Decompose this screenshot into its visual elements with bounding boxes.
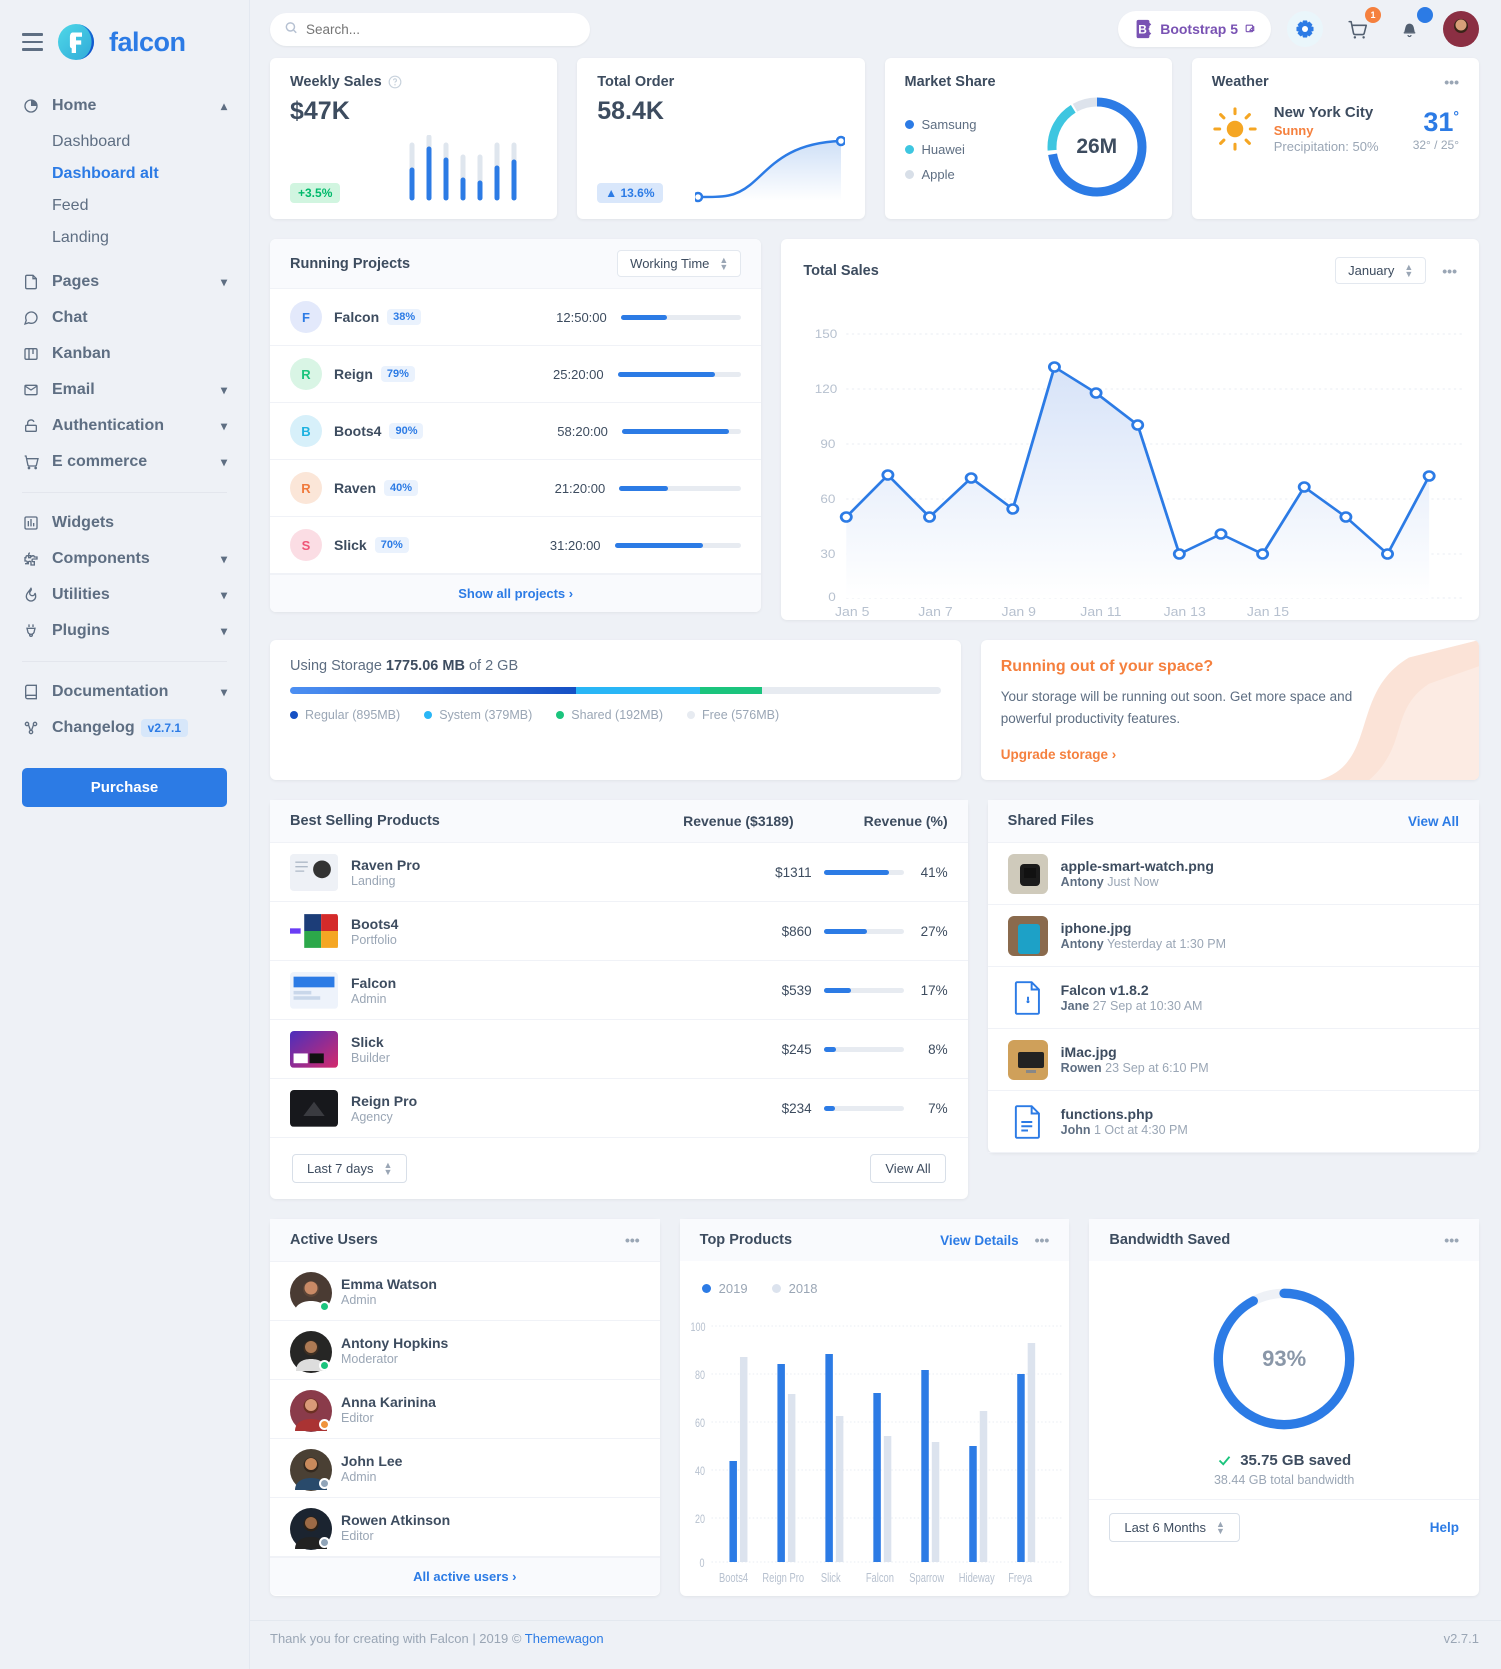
svg-text:Reign Pro: Reign Pro xyxy=(762,1572,804,1586)
svg-text:60: 60 xyxy=(695,1417,705,1431)
svg-text:120: 120 xyxy=(815,382,838,396)
svg-text:Falcon: Falcon xyxy=(866,1572,894,1586)
svg-text:Jan 13: Jan 13 xyxy=(1164,605,1206,619)
svg-text:60: 60 xyxy=(821,492,836,506)
svg-text:Slick: Slick xyxy=(821,1572,841,1586)
svg-text:Jan 15: Jan 15 xyxy=(1247,605,1289,619)
svg-text:0: 0 xyxy=(699,1557,704,1571)
svg-text:90: 90 xyxy=(821,437,836,451)
svg-text:100: 100 xyxy=(690,1321,705,1335)
svg-text:80: 80 xyxy=(695,1369,705,1383)
svg-text:30: 30 xyxy=(821,547,836,561)
svg-text:Hideway: Hideway xyxy=(958,1572,994,1586)
svg-text:Jan 11: Jan 11 xyxy=(1081,605,1122,619)
svg-text:Sparrow: Sparrow xyxy=(909,1572,944,1586)
svg-text:Jan 9: Jan 9 xyxy=(1002,605,1036,619)
svg-text:Jan 7: Jan 7 xyxy=(919,605,953,619)
svg-text:150: 150 xyxy=(815,327,838,341)
svg-text:20: 20 xyxy=(695,1513,705,1527)
svg-text:Boots4: Boots4 xyxy=(719,1572,748,1586)
svg-text:0: 0 xyxy=(829,590,837,604)
svg-text:40: 40 xyxy=(695,1465,705,1479)
svg-text:B: B xyxy=(1138,23,1147,37)
svg-text:Freya: Freya xyxy=(1008,1572,1033,1586)
svg-text:Jan 5: Jan 5 xyxy=(835,605,869,619)
